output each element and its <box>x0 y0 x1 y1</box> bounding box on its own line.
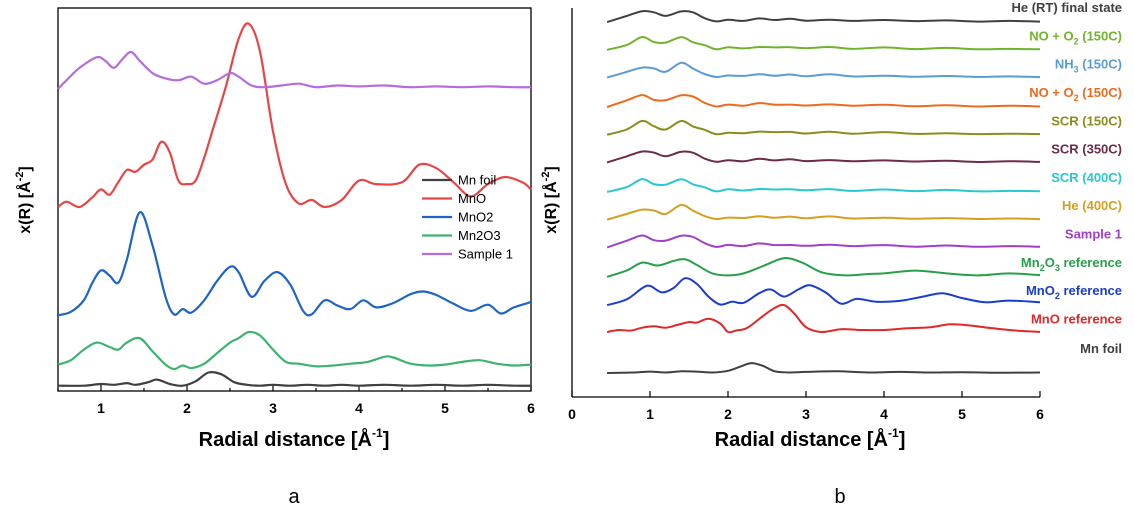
panel-b-series-line <box>606 94 1041 108</box>
panel-b-series-lines <box>606 9 1041 374</box>
panel-b-series-line <box>606 178 1041 193</box>
panel-b-series-label: SCR (400C) <box>1051 170 1122 185</box>
panel-b-x-axis-label: Radial distance [Å-1] <box>715 426 906 451</box>
panel-b-series-line <box>606 9 1041 24</box>
panel-a-x-tick-label: 1 <box>97 400 105 416</box>
panel-b-series-label: He (400C) <box>1062 198 1122 213</box>
panel-a-series-line-mno2 <box>57 211 532 317</box>
panel-a-x-tick-label: 6 <box>527 400 535 416</box>
panel-a-series-line-mno <box>57 22 532 209</box>
panel-a-series-line-sample-1 <box>57 50 532 90</box>
panel-a-legend: Mn foil MnO MnO2 Mn2O3 Sample 1 <box>422 173 513 262</box>
panel-a-series-line-mn2o3 <box>57 330 532 371</box>
panel-b-series-line <box>606 35 1041 51</box>
panel-a-y-axis-label: x(R) [Å-2] <box>14 166 34 234</box>
panel-a-series-line-mn-foil <box>57 370 532 387</box>
panel-b-x-tick-label: 5 <box>958 406 966 422</box>
panel-b-y-axis-label: x(R) [Å-2] <box>540 166 560 234</box>
panel-b-series-line <box>606 203 1041 221</box>
panel-b-x-tick-label: 3 <box>802 406 810 422</box>
panel-b-series-label: NH3 (150C) <box>1055 57 1122 75</box>
panel-b-x-tick-label: 6 <box>1036 406 1044 422</box>
panel-b-series-label: SCR (150C) <box>1051 113 1122 128</box>
panel-a-x-ticks: 1 2 3 4 5 6 <box>57 385 535 416</box>
panel-b-series-label: MnO reference <box>1031 311 1122 326</box>
panel-b-series-line <box>607 362 1041 374</box>
panel-a-chart: 1 2 3 4 5 6 Mn foil MnO MnO2 Mn2O3 Sample 1 Radia… <box>14 7 535 508</box>
panel-b-series-label: He (RT) final state <box>1011 0 1122 15</box>
panel-a-legend-entry: MnO2 <box>458 210 493 225</box>
panel-a-legend-entry: Mn2O3 <box>458 228 501 243</box>
panel-b-x-tick-label: 4 <box>880 406 888 422</box>
panel-a-x-tick-label: 4 <box>355 400 363 416</box>
panel-b-x-tick-label: 0 <box>568 406 576 422</box>
panel-a-series-lines <box>57 22 532 387</box>
panel-b-series-label: Mn foil <box>1080 341 1122 356</box>
panel-a-legend-entry: Sample 1 <box>458 247 513 262</box>
panel-b-series-line <box>606 277 1041 307</box>
panel-a-x-axis-label: Radial distance [Å-1] <box>199 426 390 451</box>
panel-b-series-label: MnO2 reference <box>1026 283 1122 301</box>
panel-b-series-line <box>606 61 1041 79</box>
panel-a-legend-entry: Mn foil <box>458 173 496 188</box>
panel-b-series-label: NO + O2 (150C) <box>1029 85 1122 103</box>
panel-b-x-ticks: 0 1 2 3 4 5 6 <box>568 391 1044 422</box>
panel-b-series-labels: He (RT) final state NO + O2 (150C) NH3 (15… <box>1011 0 1122 356</box>
panel-b-series-label: NO + O2 (150C) <box>1029 28 1122 46</box>
panel-b-series-label: Sample 1 <box>1065 227 1122 242</box>
panel-b-x-tick-label: 1 <box>646 406 654 422</box>
panel-a-plot-frame <box>57 7 532 392</box>
panel-b-series-label: Mn2O3 reference <box>1021 255 1122 273</box>
panel-b-series-line <box>606 119 1041 136</box>
panel-b-chart: 0 1 2 3 4 5 6 He (RT) final state NO + O2 (150C… <box>540 0 1122 508</box>
panel-a-x-tick-label: 5 <box>441 400 449 416</box>
panel-b-caption: b <box>834 486 845 508</box>
panel-b-series-line <box>606 234 1041 249</box>
panel-b-series-label: SCR (350C) <box>1051 142 1122 157</box>
panel-a-caption: a <box>288 486 300 508</box>
panel-b-x-tick-label: 2 <box>724 406 732 422</box>
panel-b-series-line <box>606 257 1041 278</box>
panel-b-series-line <box>606 150 1041 164</box>
panel-a-x-tick-label: 2 <box>183 400 191 416</box>
panel-b-series-line <box>606 303 1041 334</box>
panel-a-legend-entry: MnO <box>458 191 486 206</box>
panel-a-x-tick-label: 3 <box>269 400 277 416</box>
